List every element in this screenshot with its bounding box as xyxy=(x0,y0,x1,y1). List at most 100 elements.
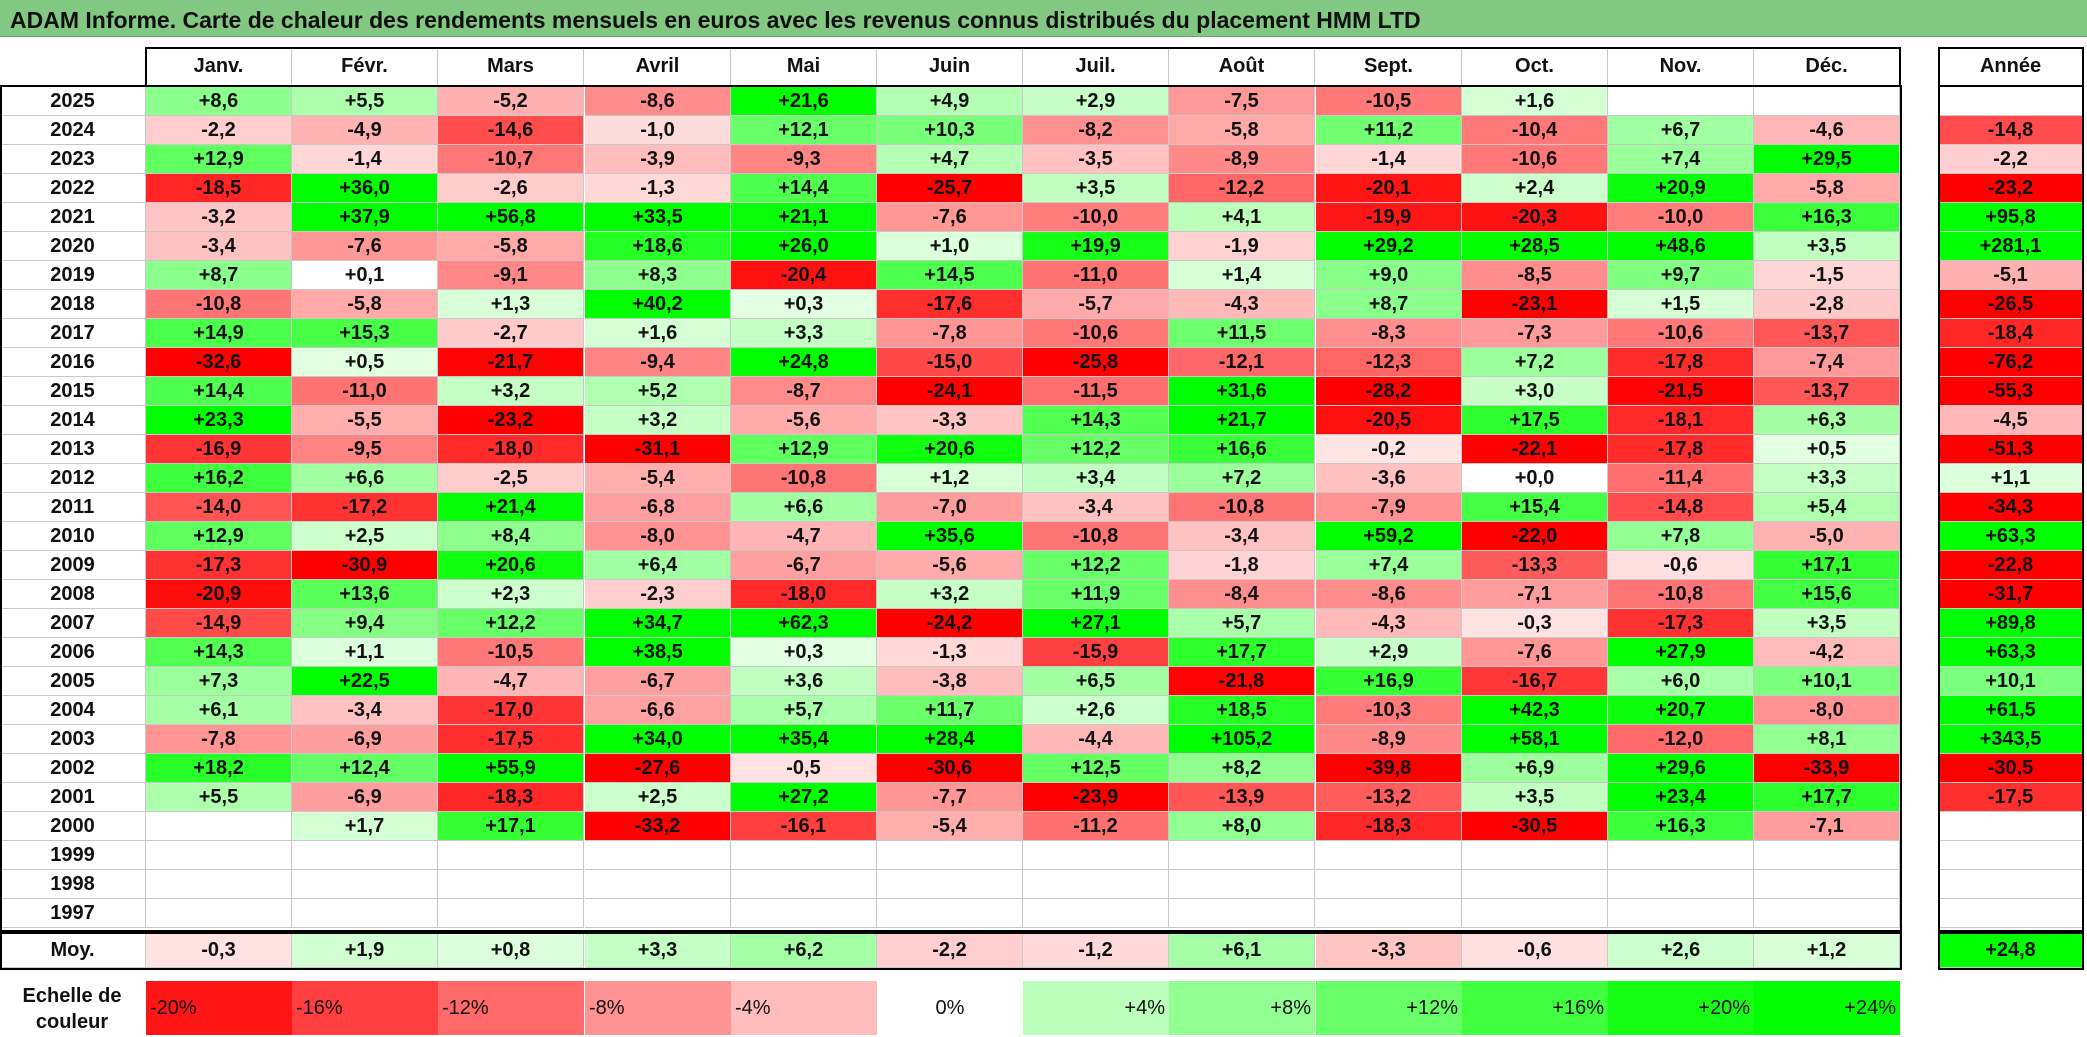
heatmap-cell: +3,5 xyxy=(1754,232,1900,261)
year-label: 2016 xyxy=(0,348,146,377)
heatmap-cell: +2,9 xyxy=(1023,87,1169,116)
annual-cell: +10,1 xyxy=(1939,667,2083,696)
heatmap-cell: -7,6 xyxy=(292,232,438,261)
heatmap-cell: +55,9 xyxy=(438,754,584,783)
annual-cell: -34,3 xyxy=(1939,493,2083,522)
heatmap-cell: -1,3 xyxy=(877,638,1023,667)
heatmap-cell xyxy=(146,870,292,899)
heatmap-cell: -20,3 xyxy=(1462,203,1608,232)
heatmap-cell xyxy=(731,899,877,928)
annual-cell: -51,3 xyxy=(1939,435,2083,464)
heatmap-cell: -3,2 xyxy=(146,203,292,232)
year-label: 2009 xyxy=(0,551,146,580)
heatmap-cell: +7,8 xyxy=(1608,522,1754,551)
heatmap-cell: -6,9 xyxy=(292,725,438,754)
heatmap-cell: -18,1 xyxy=(1608,406,1754,435)
heatmap-cell: -9,1 xyxy=(438,261,584,290)
average-cell: +0,8 xyxy=(438,934,584,968)
year-label: 2005 xyxy=(0,667,146,696)
year-label: 2002 xyxy=(0,754,146,783)
heatmap-cell: +12,9 xyxy=(146,522,292,551)
year-label: 2017 xyxy=(0,319,146,348)
heatmap-cell: -22,0 xyxy=(1462,522,1608,551)
average-cell: +2,6 xyxy=(1608,934,1754,968)
heatmap-cell xyxy=(585,899,731,928)
heatmap-cell: +17,1 xyxy=(438,812,584,841)
average-cell: +6,2 xyxy=(731,934,877,968)
heatmap-cell: -5,2 xyxy=(438,87,584,116)
color-scale-stop: -12% xyxy=(438,981,584,1035)
heatmap-cell: +21,7 xyxy=(1169,406,1315,435)
heatmap-cell: +3,2 xyxy=(585,406,731,435)
heatmap-cell: -30,6 xyxy=(877,754,1023,783)
heatmap-cell: -7,9 xyxy=(1316,493,1462,522)
title-bar: ADAM Informe. Carte de chaleur des rende… xyxy=(0,0,2087,37)
heatmap-cell: -11,2 xyxy=(1023,812,1169,841)
annual-cell: -23,2 xyxy=(1939,174,2083,203)
heatmap-cell xyxy=(292,841,438,870)
heatmap-cell: -10,5 xyxy=(1316,87,1462,116)
annual-cell xyxy=(1939,870,2083,899)
heatmap-cell: -11,5 xyxy=(1023,377,1169,406)
heatmap-cell: +37,9 xyxy=(292,203,438,232)
heatmap-cell: -17,8 xyxy=(1608,348,1754,377)
heatmap-cell: -9,4 xyxy=(585,348,731,377)
heatmap-cell: -3,4 xyxy=(1169,522,1315,551)
heatmap-cell: -14,9 xyxy=(146,609,292,638)
heatmap-cell: +6,9 xyxy=(1462,754,1608,783)
color-scale-stop: +8% xyxy=(1169,981,1315,1035)
heatmap-cell: -2,7 xyxy=(438,319,584,348)
annual-cell: -14,8 xyxy=(1939,116,2083,145)
heatmap-cell: +29,6 xyxy=(1608,754,1754,783)
heatmap-cell: +3,3 xyxy=(731,319,877,348)
month-header: Mars xyxy=(438,48,584,86)
heatmap-cell: +6,6 xyxy=(731,493,877,522)
heatmap-cell: -1,4 xyxy=(1316,145,1462,174)
heatmap-cell: +3,4 xyxy=(1023,464,1169,493)
heatmap-cell: +6,7 xyxy=(1608,116,1754,145)
heatmap-cell: -2,3 xyxy=(585,580,731,609)
heatmap-cell: -4,2 xyxy=(1754,638,1900,667)
heatmap-cell xyxy=(292,899,438,928)
heatmap-cell: -23,9 xyxy=(1023,783,1169,812)
annual-cell: -55,3 xyxy=(1939,377,2083,406)
annual-cell: -26,5 xyxy=(1939,290,2083,319)
heatmap-cell: +2,6 xyxy=(1023,696,1169,725)
heatmap-cell: -10,6 xyxy=(1608,319,1754,348)
heatmap-cell: +5,5 xyxy=(146,783,292,812)
heatmap-cell: +21,6 xyxy=(731,87,877,116)
average-cell: -2,2 xyxy=(877,934,1023,968)
annual-cell: +63,3 xyxy=(1939,638,2083,667)
heatmap-cell: +8,1 xyxy=(1754,725,1900,754)
heatmap-cell: -4,7 xyxy=(438,667,584,696)
heatmap-cell: +23,3 xyxy=(146,406,292,435)
heatmap-cell: +12,9 xyxy=(731,435,877,464)
heatmap-cell: +16,3 xyxy=(1754,203,1900,232)
heatmap-cell: -10,8 xyxy=(146,290,292,319)
month-header: Oct. xyxy=(1462,48,1608,86)
heatmap-cell: -14,6 xyxy=(438,116,584,145)
heatmap-cell: +8,7 xyxy=(1316,290,1462,319)
heatmap-cell: +14,3 xyxy=(1023,406,1169,435)
annual-cell: -76,2 xyxy=(1939,348,2083,377)
month-header: Août xyxy=(1169,48,1315,86)
average-cell: -0,3 xyxy=(146,934,292,968)
heatmap-cell xyxy=(438,899,584,928)
heatmap-cell: -21,5 xyxy=(1608,377,1754,406)
annual-cell xyxy=(1939,87,2083,116)
heatmap-cell: -11,0 xyxy=(292,377,438,406)
heatmap-cell: +48,6 xyxy=(1608,232,1754,261)
heatmap-cell: +9,7 xyxy=(1608,261,1754,290)
heatmap-cell: +4,9 xyxy=(877,87,1023,116)
heatmap-cell: +7,4 xyxy=(1316,551,1462,580)
heatmap-cell: -11,0 xyxy=(1023,261,1169,290)
heatmap-cell: -10,3 xyxy=(1316,696,1462,725)
heatmap-cell: -30,5 xyxy=(1462,812,1608,841)
annual-cell: -2,2 xyxy=(1939,145,2083,174)
heatmap-cell: -28,2 xyxy=(1316,377,1462,406)
heatmap-cell: -8,5 xyxy=(1462,261,1608,290)
heatmap-cell: -5,8 xyxy=(1754,174,1900,203)
heatmap-cell: -10,4 xyxy=(1462,116,1608,145)
year-label: 2003 xyxy=(0,725,146,754)
heatmap-cell: -33,9 xyxy=(1754,754,1900,783)
